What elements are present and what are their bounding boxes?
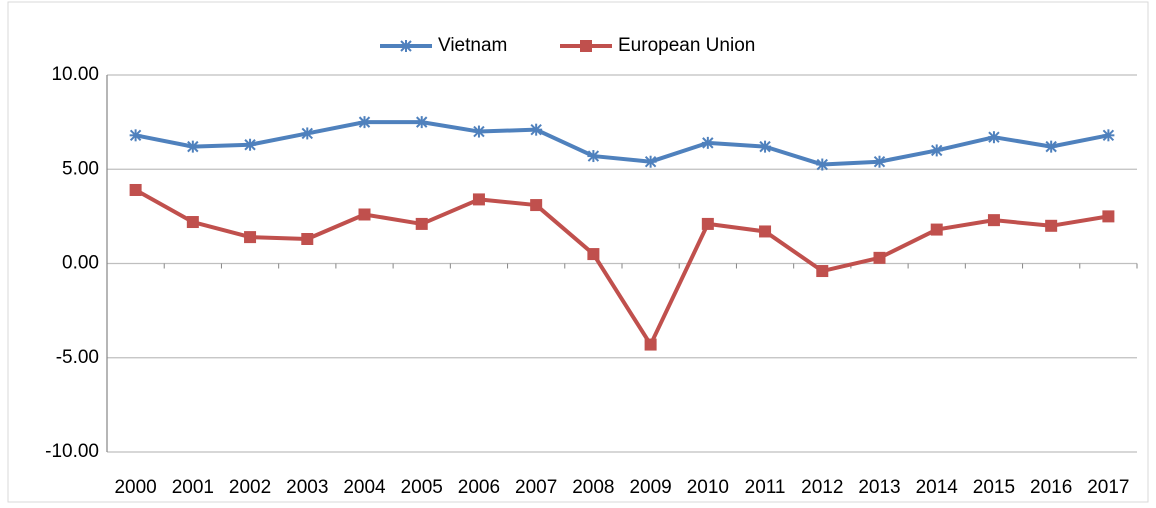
data-point: [472, 125, 485, 138]
x-tick-label: 2014: [916, 477, 959, 498]
x-tick-label: 2000: [114, 477, 156, 498]
data-point: [244, 231, 257, 244]
y-tick-label: -10.00: [45, 441, 99, 462]
data-point: [930, 223, 943, 236]
data-point: [816, 158, 829, 171]
marker-stroke: [702, 137, 714, 149]
x-tick-label: 2017: [1087, 477, 1129, 498]
marker-stroke: [530, 123, 542, 136]
x-tick-label: 2010: [687, 477, 729, 498]
data-point: [129, 129, 142, 142]
series-line: [135, 120, 1109, 167]
marker-stroke: [1045, 140, 1057, 153]
marker-stroke: [416, 116, 428, 128]
data-point: [587, 150, 600, 163]
data-point: [1102, 210, 1115, 223]
data-point: [530, 123, 543, 136]
data-point: [186, 216, 199, 229]
x-tick-label: 2001: [172, 477, 214, 498]
data-point: [759, 225, 772, 238]
data-point: [415, 116, 428, 129]
data-point: [759, 140, 772, 153]
x-tick-label: 2011: [745, 477, 786, 498]
data-point: [644, 155, 657, 168]
legend-marker: [400, 40, 412, 52]
data-point: [301, 127, 314, 140]
data-point: [1045, 219, 1058, 232]
series-line: [134, 188, 1109, 347]
x-tick-label: 2006: [458, 477, 500, 498]
legend-marker: [580, 40, 592, 52]
marker-stroke: [931, 144, 943, 157]
marker-stroke: [988, 131, 1000, 143]
marker-stroke: [1102, 129, 1115, 142]
data-point: [358, 208, 371, 221]
data-point: [530, 199, 543, 212]
chart-frame: [7, 1, 1149, 503]
data-point: [816, 265, 829, 278]
y-tick-label: 10.00: [51, 64, 99, 85]
marker-stroke: [358, 116, 371, 128]
marker-stroke: [873, 156, 886, 168]
data-point: [472, 193, 485, 206]
data-point: [873, 155, 886, 168]
x-tick-label: 2013: [858, 477, 900, 498]
marker-stroke: [129, 129, 142, 142]
data-point: [587, 248, 600, 261]
data-point: [1045, 140, 1058, 153]
data-point: [873, 251, 886, 264]
marker-stroke: [816, 158, 828, 171]
data-point: [244, 138, 257, 151]
x-tick-label: 2005: [401, 477, 443, 498]
data-point: [1102, 129, 1115, 142]
marker-stroke: [301, 127, 313, 140]
y-tick-label: -5.00: [56, 347, 99, 368]
marker-stroke: [587, 150, 600, 162]
marker-stroke: [759, 140, 771, 153]
data-point: [701, 217, 714, 230]
data-point: [930, 144, 943, 157]
data-point: [987, 214, 1000, 227]
data-point: [987, 131, 1000, 144]
data-point: [301, 232, 314, 245]
x-tick-label: 2008: [572, 477, 614, 498]
legend-label: European Union: [618, 35, 755, 56]
data-point: [129, 183, 142, 196]
x-tick-label: 2007: [515, 477, 557, 498]
data-point: [644, 338, 657, 351]
marker-stroke: [473, 125, 485, 138]
data-point: [358, 116, 371, 129]
data-point: [415, 217, 428, 230]
y-tick-label: 5.00: [62, 158, 99, 179]
x-tick-label: 2002: [229, 477, 271, 498]
marker-stroke: [644, 156, 657, 168]
data-point: [186, 140, 199, 153]
marker-stroke: [187, 140, 199, 153]
marker-stroke: [400, 40, 412, 52]
data-point: [701, 136, 714, 149]
x-tick-label: 2004: [343, 477, 386, 498]
x-tick-label: 2016: [1030, 477, 1072, 498]
x-tick-label: 2003: [286, 477, 328, 498]
x-tick-label: 2009: [629, 477, 671, 498]
y-tick-label: 0.00: [62, 253, 99, 274]
x-tick-label: 2012: [801, 477, 843, 498]
legend-label: Vietnam: [438, 35, 507, 56]
marker-stroke: [244, 139, 256, 151]
x-tick-label: 2015: [973, 477, 1015, 498]
